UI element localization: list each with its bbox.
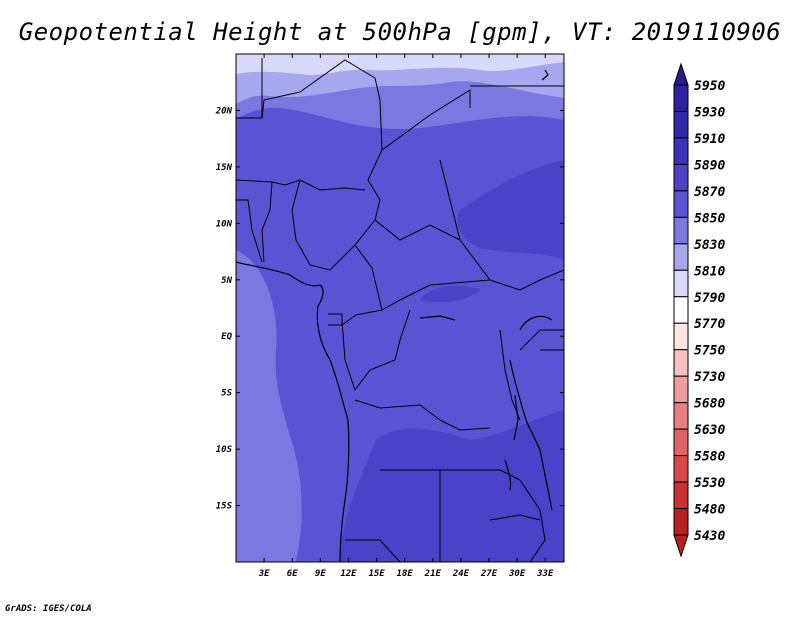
colorbar-segment: [673, 402, 689, 430]
lon-tick-label: 15E: [368, 569, 385, 579]
colorbar-segment: [673, 163, 689, 192]
field-east-5870: [457, 160, 564, 260]
lon-tick-label: 6E: [287, 569, 298, 579]
colorbar-label: 5910: [694, 132, 725, 147]
chart-title: Geopotential Height at 500hPa [gpm], VT:…: [18, 18, 782, 46]
colorbar-label: 5680: [694, 397, 725, 412]
colorbar-segment: [673, 455, 689, 483]
colorbar-top-arrow: [673, 62, 689, 86]
lon-tick-label: 21E: [424, 569, 442, 579]
lat-tick-label: 10S: [216, 445, 233, 455]
colorbar-segment: [673, 349, 689, 377]
lat-tick-label: 10N: [216, 219, 233, 229]
height-field: [236, 54, 564, 562]
lon-tick-label: 9E: [315, 569, 326, 579]
lon-tick-label: 27E: [480, 569, 498, 579]
colorbar-label: 5630: [694, 423, 725, 438]
colorbar-label: 5890: [694, 158, 725, 173]
colorbar-label: 5770: [694, 317, 725, 332]
field-west-5830: [236, 250, 302, 562]
colorbar-segment: [673, 296, 689, 324]
colorbar-label: 5930: [694, 105, 725, 120]
lon-axis: 3E 6E 9E 12E 15E 18E 21E 24E 27E 30E 33E: [258, 54, 554, 579]
lon-tick-label: 33E: [536, 569, 554, 579]
colorbar-label: 5810: [694, 264, 725, 279]
lon-tick-label: 12E: [340, 569, 357, 579]
colorbar-segment: [673, 243, 689, 271]
colorbar-segment: [673, 508, 689, 536]
lat-axis: 20N 15N 10N 5N EQ 5S 10S 15S: [215, 106, 564, 512]
colorbar-segment: [673, 137, 689, 165]
colorbar-segment: [673, 375, 689, 404]
colorbar-segment: [673, 216, 689, 245]
lat-tick-label: EQ: [221, 332, 232, 342]
colorbar-label: 5750: [694, 344, 725, 359]
field-south-5870: [340, 410, 564, 562]
colorbar-label: 5480: [694, 503, 725, 518]
colorbar-label: 5950: [694, 79, 725, 94]
colorbar-segment: [673, 481, 689, 510]
lat-tick-label: 15S: [216, 502, 233, 512]
colorbar-label: 5430: [694, 529, 725, 544]
lon-tick-label: 30E: [508, 569, 526, 579]
colorbar-label: 5850: [694, 211, 725, 226]
lon-tick-label: 3E: [258, 569, 270, 579]
colorbar-label: 5790: [694, 291, 725, 306]
colorbar-segment: [673, 269, 689, 298]
colorbar-label: 5730: [694, 370, 725, 385]
lat-tick-label: 5S: [221, 389, 232, 399]
colorbar-label: 5580: [694, 450, 725, 465]
lat-tick-label: 15N: [216, 163, 233, 173]
colorbar-label: 5530: [694, 476, 725, 491]
colorbar-segment: [673, 190, 689, 218]
colorbar-label: 5870: [694, 185, 725, 200]
colorbar-bottom-arrow: [673, 534, 689, 558]
credit-text: GrADS: IGES/COLA: [5, 604, 92, 614]
colorbar-segment: [673, 428, 689, 457]
field-band-5790: [236, 54, 564, 75]
coastlines: [236, 69, 553, 562]
field-center-5870: [420, 285, 480, 302]
colorbar-segment: [673, 84, 689, 112]
map-frame: [235, 53, 565, 563]
lon-tick-label: 24E: [452, 569, 470, 579]
colorbar-label: 5830: [694, 238, 725, 253]
lat-tick-label: 20N: [215, 106, 233, 116]
colorbar: 5950 5930 5910 5890 5870 5850 5830 5810 5790 5770…: [673, 62, 725, 558]
lat-tick-label: 5N: [221, 276, 232, 286]
colorbar-segment: [673, 110, 689, 139]
colorbar-segment: [673, 322, 689, 351]
country-borders: [236, 58, 564, 562]
lon-tick-label: 18E: [397, 569, 414, 579]
